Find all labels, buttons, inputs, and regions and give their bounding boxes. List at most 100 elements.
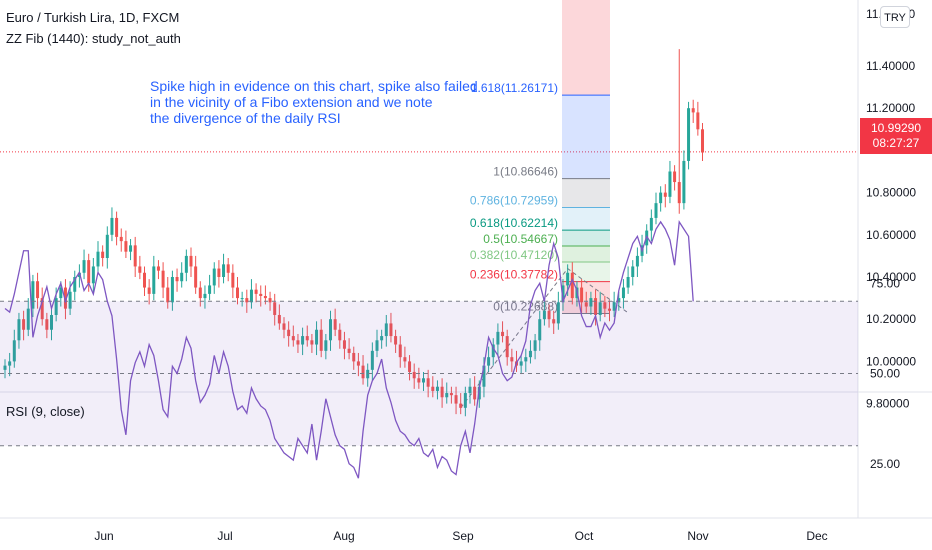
candle-body	[361, 365, 365, 379]
time-tick-label: Oct	[575, 529, 594, 543]
candle-body	[133, 245, 137, 267]
candle-body	[54, 298, 58, 315]
candle-body	[287, 329, 291, 337]
price-tick-label: 10.60000	[866, 228, 916, 242]
candle-body	[259, 293, 263, 296]
candle-body	[184, 255, 188, 273]
candle-body	[203, 293, 207, 299]
candle-body	[668, 171, 672, 197]
candle-body	[198, 287, 202, 299]
candle-body	[26, 308, 30, 330]
candle-body	[570, 272, 574, 299]
candle-body	[217, 268, 221, 277]
candle-body	[584, 302, 588, 307]
candle-body	[617, 298, 621, 303]
candle-body	[482, 365, 486, 387]
candle-body	[36, 281, 40, 299]
candle-body	[156, 266, 160, 271]
candle-body	[240, 298, 244, 300]
time-tick-label: Nov	[687, 529, 708, 543]
price-tick-label: 11.20000	[866, 101, 915, 115]
candle-body	[384, 323, 388, 337]
candle-body	[73, 277, 77, 292]
candle-body	[105, 234, 109, 259]
candle-body	[473, 386, 477, 400]
candle-body	[282, 323, 286, 330]
candle-body	[552, 319, 556, 324]
candle-body	[556, 302, 560, 324]
candle-body	[338, 329, 342, 341]
candle-body	[22, 319, 26, 330]
candle-body	[249, 289, 253, 303]
candle-body	[236, 287, 239, 299]
price-tick-label: 10.80000	[866, 186, 916, 200]
candle-body	[189, 255, 193, 267]
candle-body	[408, 361, 412, 372]
candle-body	[649, 217, 653, 231]
candle-body	[631, 266, 635, 277]
candle-body	[87, 260, 91, 284]
fib-level-label: 1(10.86646)	[493, 165, 558, 179]
candle-body	[612, 302, 616, 311]
candle-body	[687, 108, 691, 161]
candle-body	[96, 251, 100, 267]
price-tick-label: 10.20000	[866, 312, 916, 326]
candle-body	[208, 285, 212, 294]
candle-body	[528, 350, 532, 358]
price-tick-label: 9.80000	[866, 397, 910, 411]
candle-body	[608, 308, 611, 311]
candle-body	[147, 287, 151, 294]
candle-body	[82, 260, 86, 273]
candle-body	[31, 281, 35, 309]
candle-body	[398, 344, 402, 358]
candle-body	[375, 340, 379, 351]
chart-title[interactable]: Euro / Turkish Lira, 1D, FXCM	[6, 10, 180, 25]
candle-body	[296, 340, 300, 345]
candle-body	[566, 272, 570, 286]
candle-body	[440, 386, 444, 398]
candle-body	[17, 319, 21, 341]
candle-body	[454, 395, 458, 404]
rsi-legend[interactable]: RSI (9, close)	[6, 404, 85, 419]
candle-body	[291, 336, 295, 341]
candle-body	[403, 357, 407, 362]
rsi-line	[4, 219, 694, 479]
study-legend[interactable]: ZZ Fib (1440): study_not_auth	[6, 31, 181, 46]
candle-body	[68, 291, 72, 309]
candle-body	[682, 160, 686, 204]
candle-body	[245, 298, 249, 303]
candle-body	[449, 393, 453, 396]
candle-body	[468, 386, 472, 394]
candle-body	[143, 272, 146, 288]
candle-body	[603, 302, 607, 309]
candle-body	[589, 298, 593, 307]
fib-zone	[562, 230, 610, 247]
candle-body	[477, 386, 481, 400]
rsi-tick-label: 50.00	[870, 367, 900, 381]
candle-body	[598, 302, 602, 315]
candle-body	[12, 340, 16, 362]
candle-body	[254, 289, 258, 294]
currency-button[interactable]: TRY	[880, 6, 910, 28]
candle-body	[547, 310, 551, 320]
candle-body	[59, 287, 63, 299]
chart-annotation[interactable]: Spike high in evidence on this chart, sp…	[150, 78, 478, 126]
candle-body	[594, 298, 598, 315]
candle-body	[175, 277, 179, 282]
last-price-badge: 10.99290 08:27:27	[860, 118, 932, 154]
candle-body	[263, 295, 267, 299]
candle-body	[431, 386, 435, 391]
candle-body	[101, 251, 105, 259]
price-candles	[3, 49, 704, 417]
price-tick-label: 10.40000	[866, 270, 916, 284]
time-tick-label: Jul	[217, 529, 232, 543]
fib-level-label: 0.236(10.37782)	[470, 268, 558, 282]
candle-body	[691, 108, 695, 113]
candle-body	[277, 314, 281, 324]
time-tick-label: Sep	[452, 529, 474, 543]
candle-body	[222, 264, 226, 277]
candle-body	[417, 378, 421, 383]
candle-body	[268, 298, 272, 303]
candle-body	[138, 266, 142, 273]
